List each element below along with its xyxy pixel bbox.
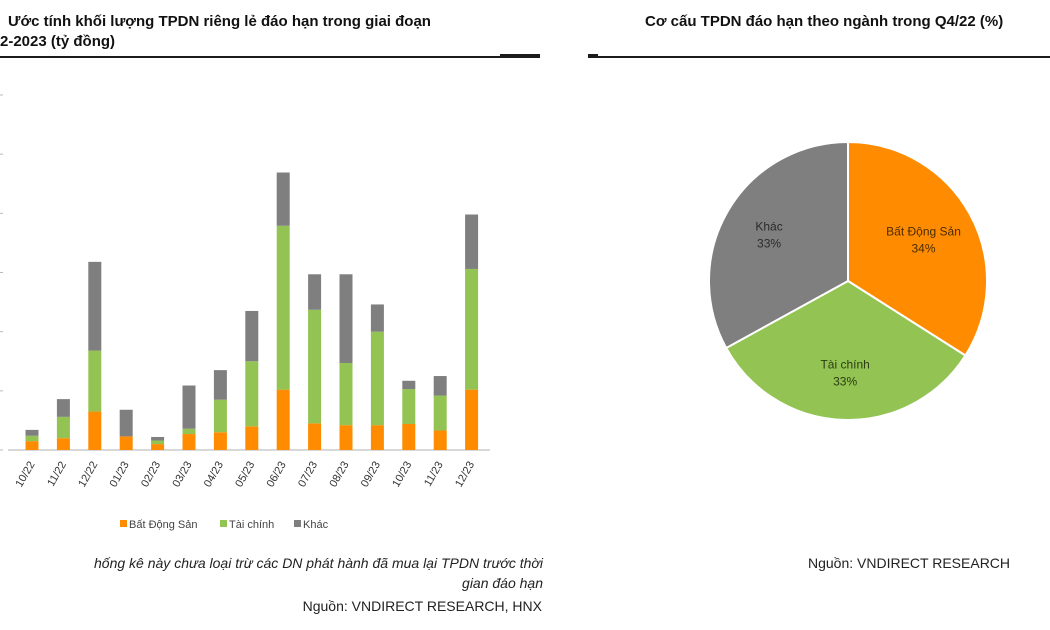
pie-category-label: Tài chính xyxy=(820,358,869,372)
bar-segment-tai-chinh xyxy=(88,350,102,412)
bar-segment-khac xyxy=(276,172,290,226)
bar-segment-tai-chinh xyxy=(339,363,353,426)
right-chart-title: Cơ cấu TPDN đáo hạn theo ngành trong Q4/… xyxy=(645,13,1004,30)
pie-chart: Bất Động Sản 34% Tài chính 33% Khác 33% xyxy=(708,140,988,421)
bar-segment-khac xyxy=(245,310,259,362)
bar-segment-tai-chinh xyxy=(151,440,165,445)
left-title-line2: 2-2023 (tỷ đồng) xyxy=(0,33,116,50)
legend-swatch xyxy=(220,520,227,527)
bar-segment-khac xyxy=(213,370,227,400)
x-tick-label: 11/22 xyxy=(45,460,69,489)
pie-slice-khac xyxy=(708,140,849,350)
x-tick-label: 10/23 xyxy=(390,460,414,490)
bar-segment-tai-chinh xyxy=(465,268,479,390)
bar-segment-tai-chinh xyxy=(25,435,39,442)
bar-segment-bat-dong-san xyxy=(339,425,353,450)
right-title-rule xyxy=(588,56,1050,58)
bar-segment-bat-dong-san xyxy=(182,434,196,450)
left-title-rule xyxy=(0,56,540,58)
bar-segment-bat-dong-san xyxy=(245,426,259,450)
bar-segment-bat-dong-san xyxy=(433,430,447,450)
x-tick-label: 12/23 xyxy=(453,460,477,490)
x-tick-label: 05/23 xyxy=(233,460,257,490)
bar-segment-khac xyxy=(339,274,353,364)
bar-segment-bat-dong-san xyxy=(276,389,290,450)
bar-segment-khac xyxy=(151,436,165,441)
footnote: hống kê này chưa loại trừ các DN phát hà… xyxy=(0,553,543,593)
bar-segment-bat-dong-san xyxy=(56,438,70,450)
legend-swatch xyxy=(294,520,301,527)
right-source: Nguồn: VNDIRECT RESEARCH xyxy=(808,555,1011,571)
bar-segment-bat-dong-san xyxy=(151,444,165,450)
left-chart-title: Ước tính khối lượng TPDN riêng lẻ đáo hạ… xyxy=(0,12,530,52)
bar-segment-khac xyxy=(56,399,70,417)
left-title-rule-accent xyxy=(500,54,540,57)
bar-segment-bat-dong-san xyxy=(119,436,133,450)
bar-segment-khac xyxy=(433,376,447,396)
x-tick-label: 03/23 xyxy=(170,460,194,490)
x-tick-label: 06/23 xyxy=(265,460,289,490)
bar-segment-khac xyxy=(25,429,39,436)
footnote-line1: hống kê này chưa loại trừ các DN phát hà… xyxy=(94,555,543,571)
footnote-line2: gian đáo hạn xyxy=(462,575,543,591)
x-tick-label: 10/22 xyxy=(13,460,37,490)
bar-segment-khac xyxy=(308,274,322,310)
pie-category-label: Bất Động Sản xyxy=(886,224,961,238)
x-tick-label: 02/23 xyxy=(139,460,163,490)
pie-value-label: 34% xyxy=(912,241,936,255)
left-source: Nguồn: VNDIRECT RESEARCH, HNX xyxy=(302,598,542,614)
bar-segment-bat-dong-san xyxy=(308,423,322,450)
bar-segment-khac xyxy=(182,385,196,429)
bar-segment-khac xyxy=(88,261,102,351)
bar-segment-tai-chinh xyxy=(213,399,227,433)
bar-segment-bat-dong-san xyxy=(213,432,227,450)
x-tick-label: 12/22 xyxy=(76,460,100,490)
bar-segment-khac xyxy=(370,304,384,332)
bar-segment-tai-chinh xyxy=(245,361,259,427)
pie-category-label: Khác xyxy=(755,219,782,233)
pie-value-label: 33% xyxy=(833,375,857,389)
bar-segment-khac xyxy=(465,214,479,269)
bar-segment-tai-chinh xyxy=(182,428,196,435)
bar-segment-khac xyxy=(119,409,133,437)
left-title-line1: Ước tính khối lượng TPDN riêng lẻ đáo hạ… xyxy=(8,13,431,30)
bar-segment-bat-dong-san xyxy=(25,441,39,450)
x-tick-label: 11/23 xyxy=(422,460,446,489)
bar-segment-bat-dong-san xyxy=(370,425,384,450)
legend-swatch xyxy=(120,520,127,527)
x-tick-label: 08/23 xyxy=(327,460,351,490)
x-tick-label: 07/23 xyxy=(296,460,320,490)
legend-label: Bất Động Sản xyxy=(129,519,198,531)
bar-segment-tai-chinh xyxy=(370,331,384,426)
bar-segment-bat-dong-san xyxy=(402,423,416,450)
bar-segment-tai-chinh xyxy=(56,416,70,439)
pie-value-label: 33% xyxy=(757,236,781,250)
legend-label: Khác xyxy=(303,519,329,531)
bar-segment-tai-chinh xyxy=(308,309,322,424)
x-tick-label: 09/23 xyxy=(359,460,383,490)
bar-segment-bat-dong-san xyxy=(88,411,102,450)
x-tick-label: 04/23 xyxy=(202,460,226,490)
bar-segment-khac xyxy=(402,380,416,390)
stacked-bar-chart: 10/22 11/22 12/22 01/23 02/23 03/23 04/23 05/23… xyxy=(0,94,490,531)
bar-segment-tai-chinh xyxy=(402,389,416,424)
right-title-rule-accent xyxy=(588,54,598,57)
x-tick-label: 01/23 xyxy=(108,460,132,490)
bar-segment-tai-chinh xyxy=(433,395,447,431)
legend-label: Tài chính xyxy=(229,519,274,531)
bar-segment-bat-dong-san xyxy=(465,389,479,450)
bar-segment-tai-chinh xyxy=(276,225,290,390)
